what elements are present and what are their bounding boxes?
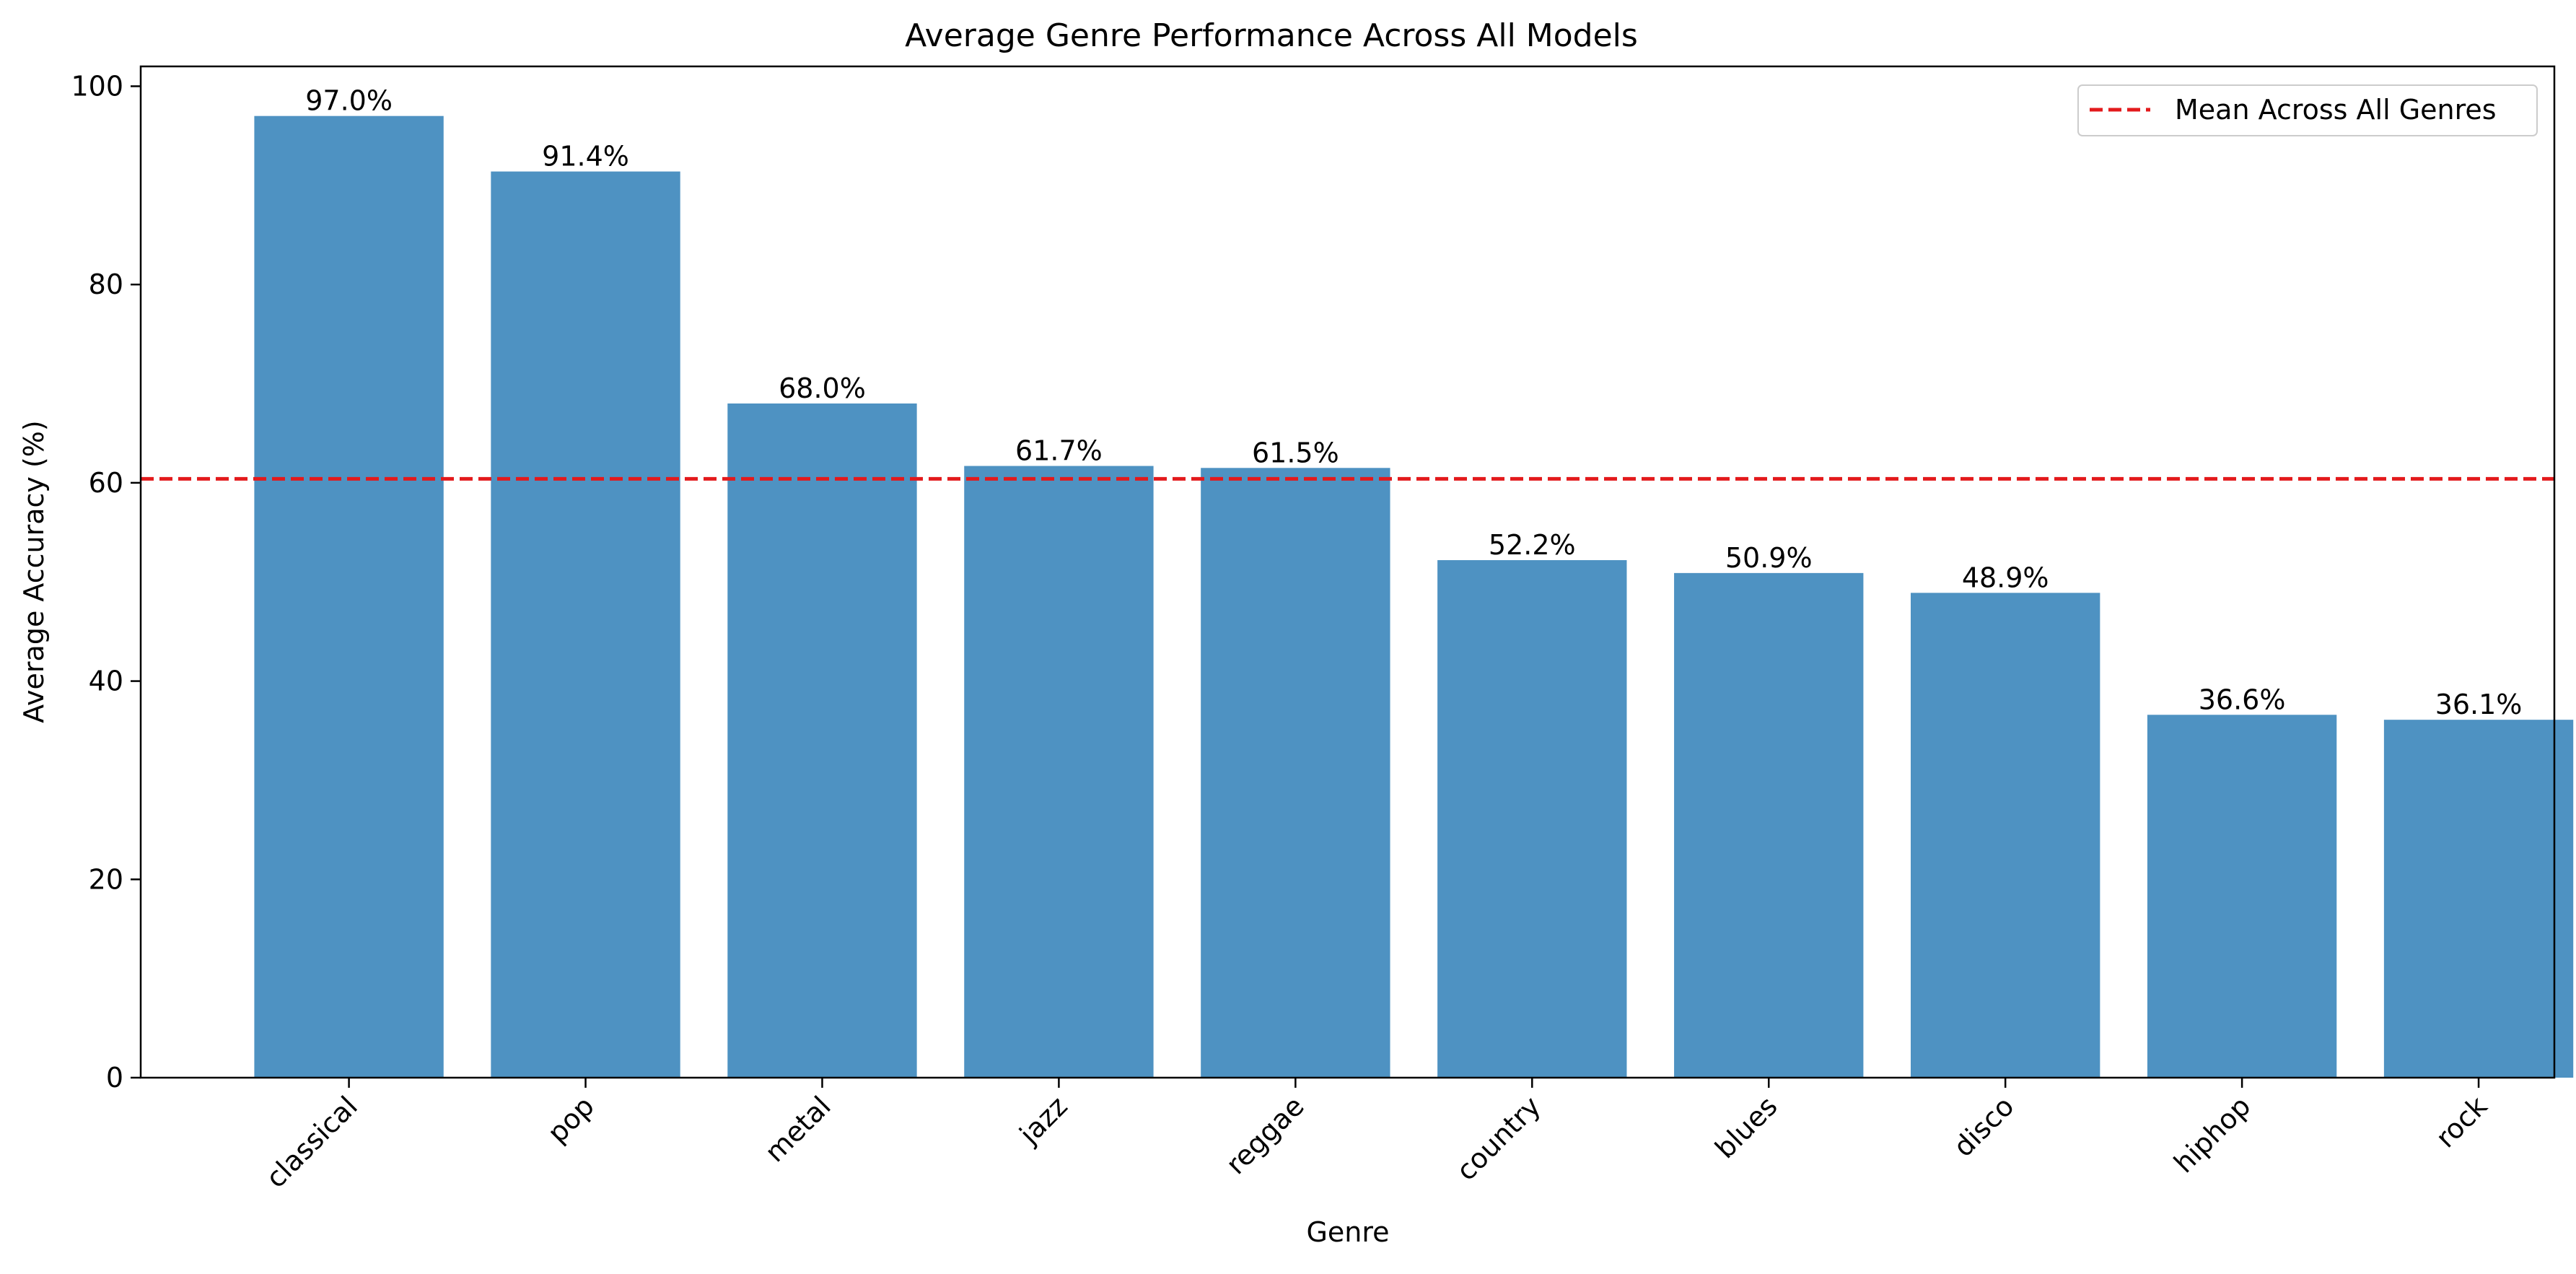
- y-tick-label-80: 80: [89, 269, 123, 300]
- data-label-country: 52.2%: [1489, 529, 1576, 561]
- bar-metal: [727, 403, 917, 1078]
- data-label-hiphop: 36.6%: [2199, 684, 2286, 715]
- bar-rock: [2383, 720, 2574, 1078]
- plot-frame: [139, 65, 2556, 1079]
- data-label-rock: 36.1%: [2435, 689, 2523, 720]
- bar-classical: [254, 115, 444, 1078]
- x-axis-label: Genre: [1306, 1216, 1389, 1248]
- legend: Mean Across All Genres: [2077, 84, 2538, 136]
- y-tick-label-40: 40: [89, 666, 123, 697]
- plot-area: 97.0% 91.4% 68.0% 61.7% 61.5% 52.2% 50.9% 48.9%…: [141, 85, 2574, 1078]
- data-label-jazz: 61.7%: [1015, 435, 1103, 467]
- data-label-reggae: 61.5%: [1252, 437, 1339, 468]
- chart-title: Average Genre Performance Across All Mod…: [905, 17, 1638, 54]
- bar-country: [1437, 560, 1627, 1078]
- data-label-pop: 91.4%: [542, 141, 629, 173]
- y-tick-label-20: 20: [89, 863, 123, 895]
- data-label-disco: 48.9%: [1962, 562, 2049, 593]
- y-tick-label-100: 100: [71, 70, 123, 102]
- bar-jazz: [964, 466, 1154, 1078]
- y-tick-label-0: 0: [106, 1062, 123, 1094]
- legend-box: [2077, 84, 2538, 136]
- legend-label-mean: Mean Across All Genres: [2175, 94, 2497, 126]
- data-label-blues: 50.9%: [1725, 542, 1813, 574]
- bar-reggae: [1201, 468, 1390, 1078]
- bar-disco: [1911, 593, 2100, 1078]
- y-axis-label: Average Accuracy (%): [18, 420, 50, 723]
- data-label-classical: 97.0%: [305, 85, 393, 117]
- data-label-metal: 68.0%: [779, 372, 866, 404]
- bar-hiphop: [2147, 715, 2337, 1078]
- bar-pop: [491, 171, 680, 1078]
- y-tick-label-60: 60: [89, 467, 123, 499]
- bar-blues: [1674, 572, 1864, 1078]
